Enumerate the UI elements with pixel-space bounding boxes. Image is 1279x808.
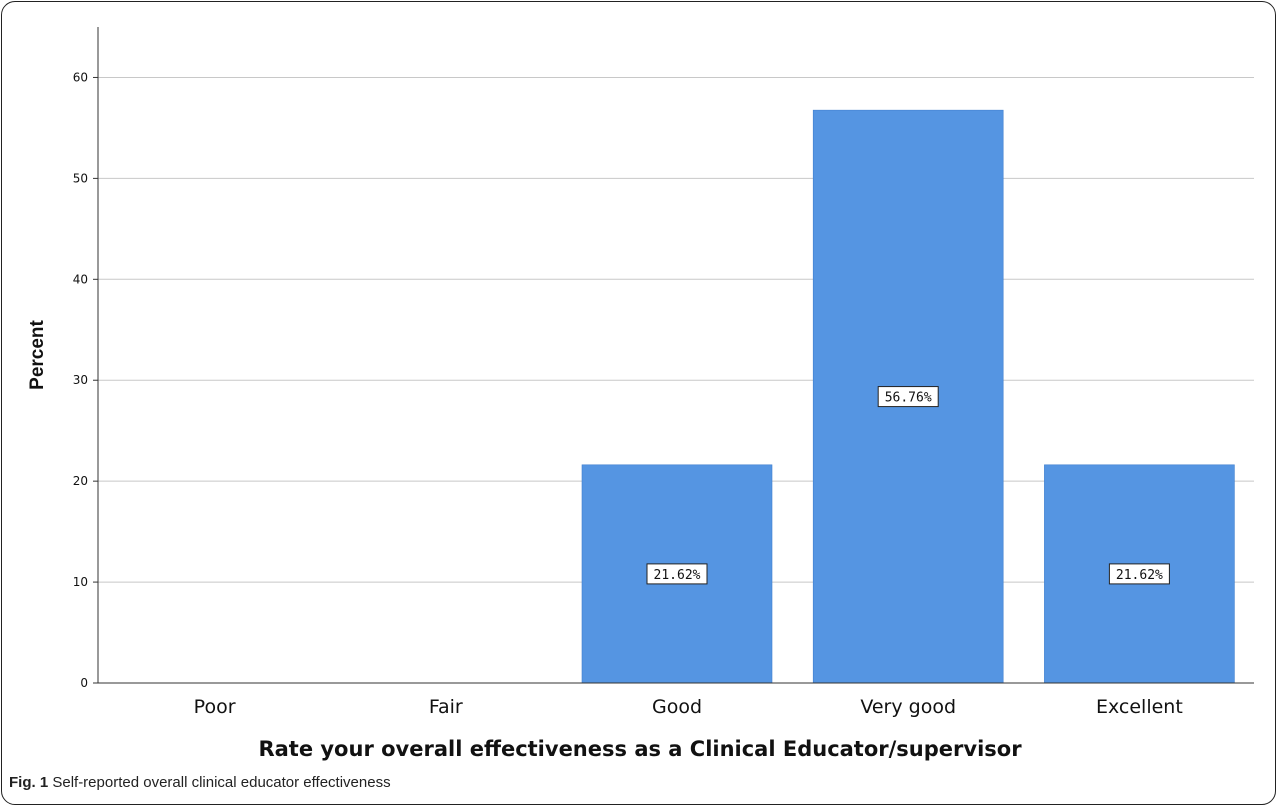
figure-caption: Fig. 1 Self-reported overall clinical ed… (9, 774, 391, 791)
y-axis-title: Percent (27, 319, 48, 389)
x-tick-label: Excellent (1096, 696, 1183, 718)
x-tick-labels: Poor Fair Good Very good Excellent (194, 696, 1183, 718)
y-tick-label: 10 (73, 575, 88, 589)
y-tick-label: 60 (73, 70, 88, 84)
data-label: 21.62% (1108, 563, 1170, 585)
y-tick-label: 40 (73, 272, 88, 286)
data-label: 56.76% (877, 386, 939, 408)
figure-caption-text: Self-reported overall clinical educator … (52, 774, 391, 791)
figure-caption-label: Fig. 1 (9, 774, 49, 791)
y-tick-label: 50 (73, 171, 88, 185)
x-tick-label: Good (652, 696, 702, 718)
y-tick-label: 0 (80, 676, 88, 690)
x-tick-label: Fair (429, 696, 463, 718)
x-axis-title: Rate your overall effectiveness as a Cli… (258, 737, 1022, 761)
x-tick-label: Very good (860, 696, 956, 718)
y-tick-label: 20 (73, 474, 88, 488)
svg-text:21.62%: 21.62% (654, 568, 701, 583)
bar-chart: 0 10 20 30 40 50 60 Poor Fair Good Very good Excel… (27, 27, 1254, 761)
svg-text:21.62%: 21.62% (1116, 568, 1163, 583)
x-tick-label: Poor (194, 696, 236, 718)
y-tick-label: 30 (73, 373, 88, 387)
svg-text:56.76%: 56.76% (885, 391, 932, 406)
data-label: 21.62% (646, 563, 708, 585)
data-labels: 21.62% 56.76% 21.62% (646, 386, 1170, 585)
y-tick-labels: 0 10 20 30 40 50 60 (73, 70, 98, 690)
